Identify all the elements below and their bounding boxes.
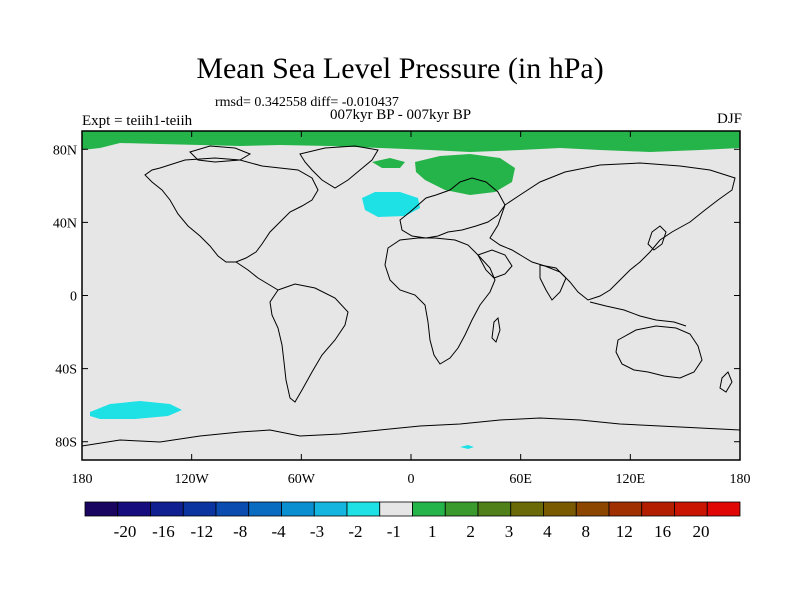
longitude-axis: 180 120W 60W 0 60E 120E 180 xyxy=(72,131,751,487)
coast-madagascar xyxy=(491,316,501,343)
coast-india xyxy=(539,264,567,301)
colorbar-cell xyxy=(117,501,151,517)
colorbar-label: 1 xyxy=(428,522,437,541)
colorbar-cells xyxy=(84,501,741,517)
colorbar-cell xyxy=(543,501,577,517)
colorbar-label: -12 xyxy=(190,522,213,541)
colorbar-cell xyxy=(150,501,184,517)
coast-central-america xyxy=(235,261,279,291)
colorbar-cell xyxy=(674,501,708,517)
colorbar-cell xyxy=(379,501,413,517)
colorbar-cell xyxy=(706,501,741,517)
colorbar-cell xyxy=(444,501,479,517)
coast-arctic-islands xyxy=(189,145,252,163)
colorbar-cell xyxy=(477,501,512,517)
coast-antarctica xyxy=(81,417,741,447)
colorbar-label: -16 xyxy=(152,522,175,541)
lat-tick-label: 40N xyxy=(53,216,77,231)
map-subtitle: 007kyr BP - 007kyr BP xyxy=(330,107,472,123)
colorbar-label: 20 xyxy=(693,522,710,541)
anomaly-arctic-positive xyxy=(82,131,740,152)
season-label: DJF xyxy=(716,111,742,127)
colorbar-label: -4 xyxy=(272,522,287,541)
colorbar-cell xyxy=(641,501,675,517)
colorbar-label: -1 xyxy=(387,522,401,541)
coast-south-america xyxy=(269,283,349,403)
lat-tick-label: 80N xyxy=(53,143,77,158)
colorbar-label: 8 xyxy=(582,522,591,541)
lon-tick-label: 180 xyxy=(72,472,93,487)
colorbar-cell xyxy=(84,501,119,517)
lon-tick-label: 120W xyxy=(175,472,210,487)
lon-tick-label: 60E xyxy=(509,472,532,487)
colorbar-cell xyxy=(215,501,250,517)
latitude-axis: 80N 40N 0 40S 80S xyxy=(53,143,740,451)
coast-new-zealand xyxy=(719,371,733,393)
colorbar-label: 16 xyxy=(654,522,671,541)
coast-australia xyxy=(615,325,703,379)
lon-tick-label: 180 xyxy=(730,472,751,487)
coast-japan xyxy=(647,225,667,251)
colorbar-cell xyxy=(412,501,446,517)
colorbar-label: 4 xyxy=(543,522,552,541)
coastlines xyxy=(81,145,741,447)
colorbar-cell xyxy=(182,501,217,517)
coast-africa xyxy=(384,237,496,365)
anomaly-greenland-positive xyxy=(372,158,405,168)
coast-greenland xyxy=(299,145,379,189)
colorbar-cell xyxy=(313,501,348,517)
colorbar-label: 3 xyxy=(505,522,514,541)
lat-tick-label: 80S xyxy=(55,436,77,451)
coast-asia xyxy=(489,162,736,301)
colorbar-label: -20 xyxy=(114,522,137,541)
colorbar-cell xyxy=(608,501,643,517)
colorbar-cell xyxy=(281,501,315,517)
lat-tick-label: 40S xyxy=(55,363,77,378)
colorbar-label: -3 xyxy=(310,522,324,541)
colorbar-label: 2 xyxy=(466,522,475,541)
colorbar-labels: -20 -16 -12 -8 -4 -3 -2 -1 1 2 3 4 8 12 16 20 xyxy=(114,522,710,541)
stats-label: rmsd= 0.342558 diff= -0.010437 xyxy=(215,95,399,110)
colorbar-label: 12 xyxy=(616,522,633,541)
coast-arabia xyxy=(477,249,513,279)
colorbar-cell xyxy=(346,501,381,517)
lon-tick-label: 0 xyxy=(408,472,415,487)
map-title: Mean Sea Level Pressure (in hPa) xyxy=(196,52,604,85)
anomaly-south-pacific-negative xyxy=(90,401,182,419)
lon-tick-label: 120E xyxy=(616,472,646,487)
colorbar-cell xyxy=(575,501,610,517)
map-background xyxy=(82,131,740,460)
anomaly-europe-negative xyxy=(362,192,420,217)
colorbar-label: -8 xyxy=(233,522,247,541)
lon-tick-label: 60W xyxy=(288,472,316,487)
experiment-label: Expt = teiih1-teiih xyxy=(82,113,193,129)
coast-north-america xyxy=(144,157,319,263)
coast-indonesia xyxy=(589,301,687,327)
lat-tick-label: 0 xyxy=(70,290,77,305)
anomaly-antarctic-negative xyxy=(460,445,474,449)
colorbar-cell xyxy=(248,501,282,517)
colorbar-label: -2 xyxy=(348,522,362,541)
colorbar-cell xyxy=(510,501,544,517)
